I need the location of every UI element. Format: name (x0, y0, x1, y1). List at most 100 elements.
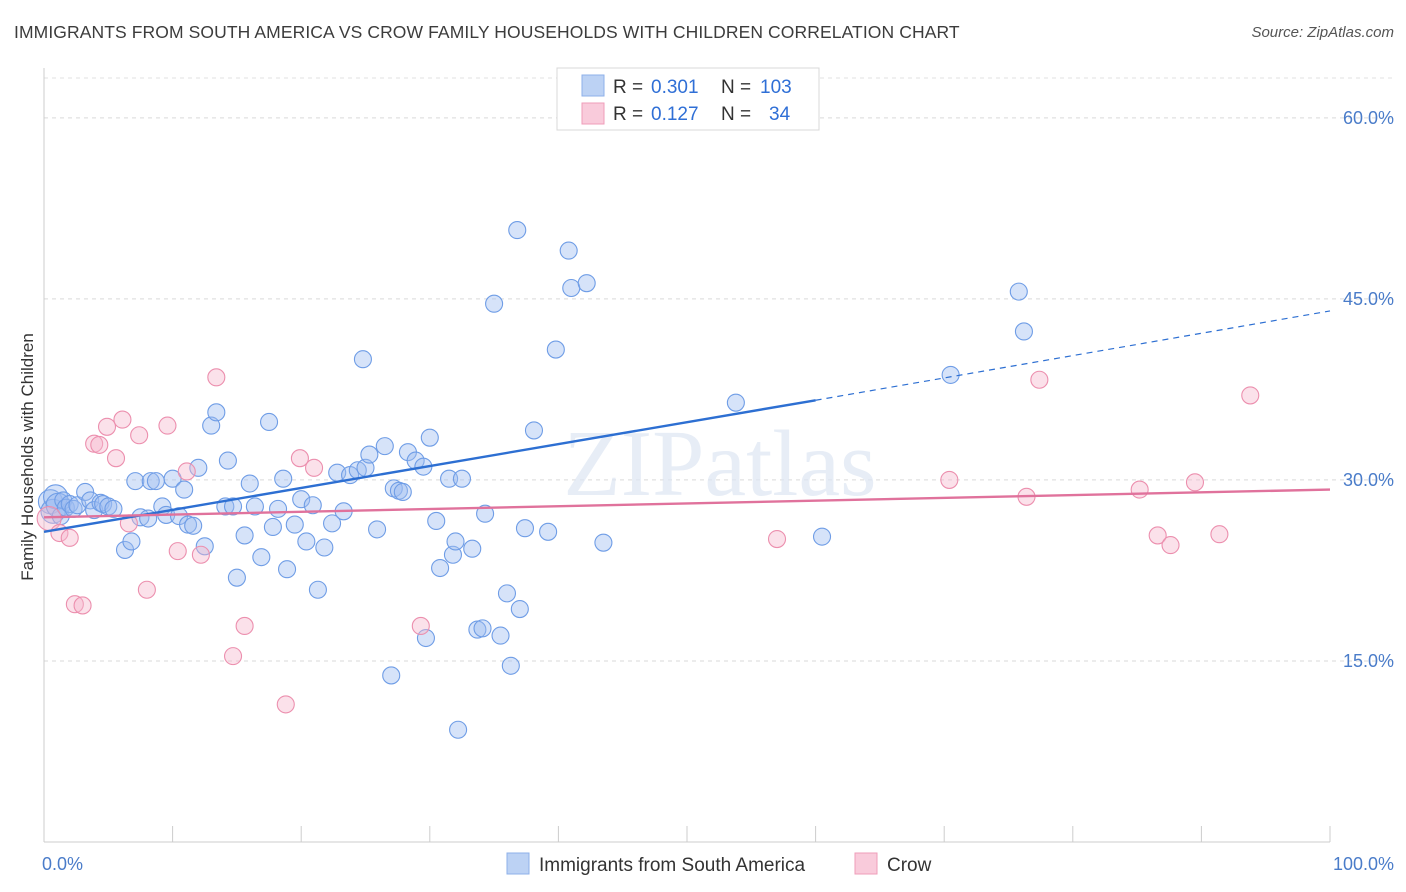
watermark: ZIPatlas (563, 412, 876, 516)
immigrants-point-51 (303, 496, 322, 515)
y-tick-label-0: 15.0% (1343, 651, 1394, 671)
crow-point-7 (97, 417, 117, 436)
immigrants-point-41 (245, 497, 264, 516)
legend-swatch-pink (581, 102, 605, 125)
crow-point-4 (73, 596, 92, 615)
immigrants-point-86 (515, 519, 535, 538)
chart-title: IMMIGRANTS FROM SOUTH AMERICA VS CROW FA… (14, 22, 960, 42)
crow-point-14 (168, 542, 187, 561)
immigrants-point-22 (141, 472, 160, 491)
legend-r-value-1: 0.301 (651, 77, 699, 98)
crow-point-21 (290, 449, 309, 468)
legend-swatch-blue (581, 74, 605, 97)
immigrants-point-52 (308, 580, 327, 599)
y-tick-label-1: 30.0% (1343, 470, 1394, 490)
immigrants-point-95 (382, 666, 401, 685)
immigrants-point-49 (292, 490, 311, 509)
legend-n-label-1: N = (721, 77, 751, 98)
immigrants-point-43 (259, 412, 279, 432)
immigrants-point-47 (278, 560, 297, 579)
immigrants-point-88 (539, 522, 558, 541)
immigrants-point-100 (941, 365, 960, 384)
crow-point-2 (60, 528, 79, 547)
immigrants-point-74 (446, 532, 465, 551)
legend-n-label-2: N = (721, 104, 751, 125)
immigrants-point-93 (353, 350, 372, 369)
immigrants-point-16 (104, 499, 123, 518)
trend-lines (43, 310, 1331, 533)
immigrants-point-73 (443, 545, 462, 564)
legend-r-label-2: R = (613, 104, 643, 125)
immigrants-point-101 (1009, 282, 1028, 301)
bottom-legend-label-immigrants: Immigrants from South America (539, 855, 806, 876)
crow-point-20 (276, 695, 295, 714)
crow-point-17 (207, 368, 226, 387)
immigrants-point-38 (227, 568, 246, 587)
immigrants-point-75 (452, 469, 472, 488)
crow-point-25 (940, 470, 959, 489)
immigrants-point-80 (485, 294, 504, 313)
crow-point-27 (1030, 370, 1049, 389)
crow-point-18 (223, 647, 243, 666)
immigrants-point-31 (189, 458, 208, 477)
immigrants-point-92 (577, 274, 596, 293)
crow-point-23 (411, 616, 430, 636)
x-tick-label-max: 100.0% (1333, 854, 1394, 874)
immigrants-point-72 (440, 469, 459, 488)
immigrants-point-62 (375, 437, 394, 456)
immigrants-point-10 (76, 482, 95, 502)
bottom-legend-label-crow: Crow (887, 855, 932, 876)
crow-point-13 (158, 416, 177, 435)
immigrants-point-76 (463, 539, 482, 558)
crow-point-19 (235, 616, 254, 636)
immigrants-point-39 (235, 526, 254, 545)
crow-point-22 (305, 458, 324, 477)
immigrants-point-89 (546, 340, 565, 359)
crow-point-31 (1185, 473, 1205, 492)
crow-point-11 (130, 426, 149, 445)
legend-bottom: Immigrants from South America Crow (506, 852, 932, 876)
bottom-legend-swatch-crow (854, 852, 878, 875)
crow-point-29 (1148, 526, 1167, 545)
source-credit: Source: ZipAtlas.com (1251, 24, 1394, 41)
immigrants-point-53 (315, 538, 334, 557)
immigrants-point-19 (126, 472, 145, 491)
immigrants-point-50 (297, 532, 316, 551)
legend-r-value-2: 0.127 (651, 104, 699, 125)
immigrants-point-12 (85, 501, 104, 520)
y-tick-label-3: 60.0% (1343, 108, 1394, 128)
immigrants-point-54 (323, 514, 342, 533)
immigrants-point-84 (508, 221, 527, 240)
immigrants-point-87 (524, 421, 544, 440)
crow-point-3 (65, 595, 84, 614)
crow-point-15 (177, 462, 196, 481)
immigrants-point-96 (449, 720, 468, 739)
immigrants-point-81 (491, 626, 510, 645)
immigrants-point-60 (360, 445, 379, 464)
legend-top: R = 0.301 N = 103 R = 0.127 N = 34 (556, 67, 820, 131)
immigrants-point-69 (416, 628, 435, 648)
crow-trend-line (43, 488, 1331, 519)
crow-point-28 (1130, 480, 1149, 499)
immigrants-point-71 (431, 558, 450, 578)
crow-point-24 (767, 530, 787, 549)
immigrants-point-46 (274, 469, 293, 488)
immigrants-trend-line (43, 399, 816, 533)
immigrants-point-78 (473, 619, 492, 638)
immigrants-point-33 (202, 416, 221, 435)
immigrants-point-40 (240, 474, 259, 493)
immigrants-point-36 (218, 451, 237, 470)
series-immigrants-points (37, 221, 1033, 739)
immigrants-point-28 (175, 480, 194, 499)
gridlines (44, 77, 1394, 662)
immigrants-point-99 (812, 527, 832, 546)
crow-point-33 (1241, 386, 1260, 405)
immigrants-point-30 (184, 516, 203, 535)
immigrants-point-61 (368, 520, 387, 539)
immigrants-point-44 (263, 517, 282, 537)
immigrants-point-68 (420, 428, 439, 447)
immigrants-point-83 (501, 656, 520, 675)
immigrants-point-85 (510, 600, 529, 619)
axes (43, 68, 1331, 843)
